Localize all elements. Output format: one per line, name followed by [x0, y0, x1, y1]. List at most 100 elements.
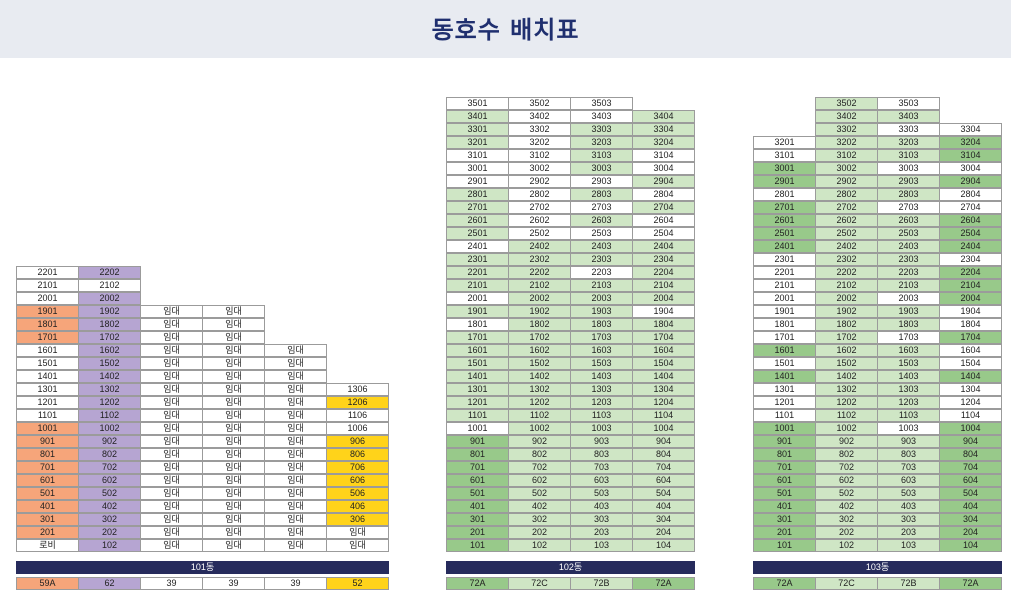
- unit-cell: 2003: [877, 292, 940, 305]
- unit-cell: 2102: [78, 279, 141, 292]
- unit-cell: 2004: [632, 292, 695, 305]
- unit-cell: 1402: [508, 370, 571, 383]
- unit-type-cell: 72C: [508, 577, 571, 590]
- unit-cell: 503: [570, 487, 633, 500]
- unit-type-cell: 72A: [939, 577, 1002, 590]
- unit-type-cell: 39: [264, 577, 327, 590]
- unit-cell: 2404: [632, 240, 695, 253]
- unit-cell: 1802: [815, 318, 878, 331]
- unit-cell: 2801: [446, 188, 509, 201]
- unit-cell: 1502: [508, 357, 571, 370]
- unit-cell: 1801: [446, 318, 509, 331]
- unit-cell: 3103: [570, 149, 633, 162]
- unit-cell: 102: [508, 539, 571, 552]
- unit-cell: 2404: [939, 240, 1002, 253]
- unit-type-cell: 59A: [16, 577, 79, 590]
- unit-cell: 504: [632, 487, 695, 500]
- unit-cell: 2104: [939, 279, 1002, 292]
- unit-cell: 1004: [632, 422, 695, 435]
- unit-type-cell: 72C: [815, 577, 878, 590]
- unit-cell: 3501: [446, 97, 509, 110]
- unit-cell: 2704: [632, 201, 695, 214]
- unit-cell: 1801: [16, 318, 79, 331]
- unit-cell: 704: [632, 461, 695, 474]
- unit-cell: 1103: [877, 409, 940, 422]
- unit-cell: 3202: [508, 136, 571, 149]
- unit-cell: 1302: [508, 383, 571, 396]
- unit-cell: 2402: [508, 240, 571, 253]
- unit-cell: 702: [508, 461, 571, 474]
- unit-cell: 2201: [16, 266, 79, 279]
- unit-cell: 2202: [508, 266, 571, 279]
- building-name-bar: 102동: [446, 561, 695, 574]
- unit-cell: 1502: [815, 357, 878, 370]
- unit-cell: 2401: [753, 240, 816, 253]
- unit-cell: 802: [815, 448, 878, 461]
- unit-cell: 3303: [877, 123, 940, 136]
- unit-cell: 1802: [78, 318, 141, 331]
- unit-cell: 2001: [446, 292, 509, 305]
- unit-cell: 404: [939, 500, 1002, 513]
- unit-cell: 1904: [632, 305, 695, 318]
- unit-cell: 2501: [446, 227, 509, 240]
- unit-cell: 902: [508, 435, 571, 448]
- unit-cell: 3003: [877, 162, 940, 175]
- unit-type-cell: 72B: [570, 577, 633, 590]
- unit-cell: 1003: [570, 422, 633, 435]
- unit-cell: 1801: [753, 318, 816, 331]
- unit-cell: 704: [939, 461, 1002, 474]
- unit-cell: 3204: [632, 136, 695, 149]
- unit-cell: 임대: [140, 500, 203, 513]
- unit-cell: 임대: [264, 474, 327, 487]
- unit-cell: 2802: [508, 188, 571, 201]
- unit-cell: 3002: [508, 162, 571, 175]
- unit-cell: 1202: [78, 396, 141, 409]
- unit-cell: 401: [446, 500, 509, 513]
- unit-cell: 102: [815, 539, 878, 552]
- unit-cell: 402: [508, 500, 571, 513]
- unit-type-cell: 72B: [877, 577, 940, 590]
- unit-cell: 901: [753, 435, 816, 448]
- unit-cell: 임대: [264, 409, 327, 422]
- unit-cell: 601: [16, 474, 79, 487]
- unit-cell: 임대: [264, 448, 327, 461]
- unit-cell: 2801: [753, 188, 816, 201]
- unit-cell: 임대: [264, 357, 327, 370]
- unit-cell: 703: [877, 461, 940, 474]
- unit-cell: 1602: [78, 344, 141, 357]
- unit-cell: 1903: [570, 305, 633, 318]
- unit-cell: 3402: [815, 110, 878, 123]
- unit-cell: 2903: [570, 175, 633, 188]
- unit-cell: 2802: [815, 188, 878, 201]
- unit-cell: 2904: [632, 175, 695, 188]
- unit-cell: 임대: [140, 318, 203, 331]
- unit-cell: 1702: [508, 331, 571, 344]
- unit-cell: 606: [326, 474, 389, 487]
- unit-cell: 402: [815, 500, 878, 513]
- unit-cell: 404: [632, 500, 695, 513]
- unit-cell: 2103: [877, 279, 940, 292]
- unit-cell: 103: [570, 539, 633, 552]
- unit-cell: 103: [877, 539, 940, 552]
- unit-cell: 3502: [815, 97, 878, 110]
- unit-cell: 301: [16, 513, 79, 526]
- unit-cell: 1101: [753, 409, 816, 422]
- unit-cell: 1703: [570, 331, 633, 344]
- unit-cell: 506: [326, 487, 389, 500]
- unit-cell: 3302: [508, 123, 571, 136]
- unit-cell: 3102: [815, 149, 878, 162]
- unit-cell: 2101: [446, 279, 509, 292]
- unit-cell: 3001: [753, 162, 816, 175]
- unit-cell: 1804: [632, 318, 695, 331]
- unit-cell: 1904: [939, 305, 1002, 318]
- unit-cell: 303: [570, 513, 633, 526]
- unit-cell: 301: [446, 513, 509, 526]
- unit-cell: 2902: [508, 175, 571, 188]
- unit-cell: 1802: [508, 318, 571, 331]
- unit-cell: 2701: [446, 201, 509, 214]
- unit-cell: 202: [78, 526, 141, 539]
- unit-cell: 104: [939, 539, 1002, 552]
- unit-cell: 2901: [753, 175, 816, 188]
- unit-cell: 3003: [570, 162, 633, 175]
- unit-cell: 202: [815, 526, 878, 539]
